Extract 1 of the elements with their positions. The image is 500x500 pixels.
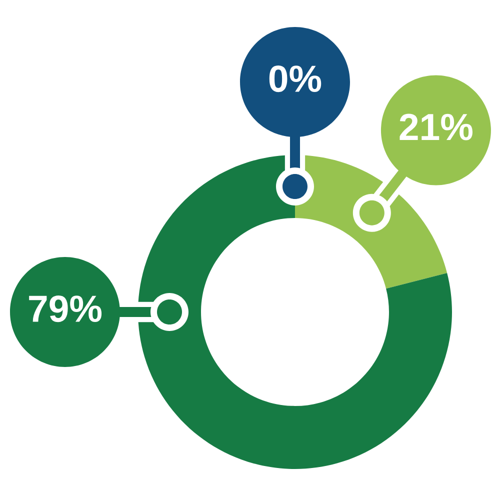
data-label: 79% — [29, 296, 102, 322]
